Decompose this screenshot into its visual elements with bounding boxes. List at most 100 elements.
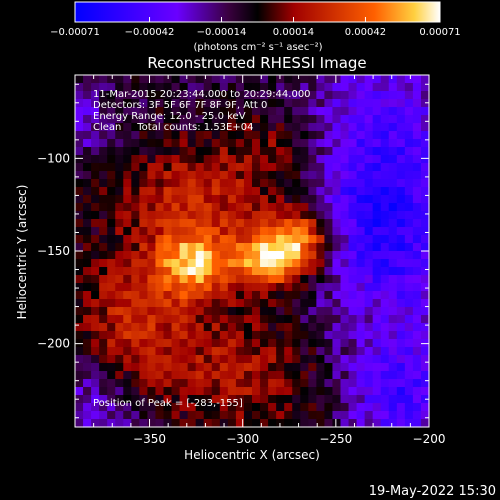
heatmap-cell	[115, 139, 124, 148]
heatmap-cell	[332, 267, 342, 276]
heatmap-cell	[83, 411, 92, 420]
heatmap-cell	[324, 323, 334, 332]
heatmap-cell	[364, 147, 374, 156]
heatmap-cell	[99, 227, 108, 236]
heatmap-cell	[292, 179, 301, 188]
heatmap-cell	[179, 371, 189, 380]
heatmap-cell	[356, 243, 366, 252]
heatmap-cell	[227, 179, 237, 188]
heatmap-cell	[364, 275, 374, 284]
heatmap-cell	[324, 179, 334, 188]
heatmap-cell	[284, 83, 293, 92]
heatmap-cell	[292, 211, 301, 220]
heatmap-cell	[348, 139, 358, 148]
heatmap-cell	[235, 155, 245, 164]
heatmap-cell	[107, 147, 116, 156]
heatmap-cell	[99, 259, 108, 268]
heatmap-cell	[107, 123, 116, 132]
heatmap-cell	[412, 363, 422, 372]
heatmap-cell	[356, 179, 366, 188]
heatmap-cell	[195, 171, 205, 180]
heatmap-cell	[260, 139, 269, 148]
heatmap-cell	[115, 75, 124, 84]
heatmap-cell	[187, 123, 197, 132]
heatmap-cell	[412, 187, 422, 196]
heatmap-cell	[260, 115, 269, 124]
heatmap-cell	[412, 91, 422, 100]
heatmap-cell	[412, 275, 422, 284]
heatmap-cell	[268, 195, 277, 204]
heatmap-cell	[348, 379, 358, 388]
heatmap-cell	[356, 91, 366, 100]
heatmap-cell	[99, 355, 108, 364]
heatmap-cell	[139, 419, 149, 428]
heatmap-cell	[163, 83, 173, 92]
heatmap-cell	[300, 83, 309, 92]
heatmap-cell	[308, 163, 317, 172]
heatmap-cell	[83, 419, 92, 428]
heatmap-cell	[171, 227, 181, 236]
heatmap-cell	[348, 227, 358, 236]
y-tick-label: −100	[37, 151, 70, 165]
heatmap-cell	[252, 291, 261, 300]
heatmap-cell	[91, 403, 100, 412]
heatmap-cell	[107, 243, 116, 252]
heatmap-cell	[340, 147, 350, 156]
heatmap-cell	[292, 403, 301, 412]
heatmap-cell	[332, 291, 342, 300]
heatmap-cell	[268, 235, 277, 244]
heatmap-cell	[107, 139, 116, 148]
heatmap-cell	[284, 371, 293, 380]
heatmap-cell	[171, 251, 181, 260]
heatmap-cell	[235, 123, 245, 132]
heatmap-cell	[284, 75, 293, 84]
heatmap-cell	[380, 139, 390, 148]
heatmap-cell	[420, 107, 430, 116]
heatmap-cell	[203, 243, 213, 252]
heatmap-cell	[83, 267, 92, 276]
heatmap-cell	[380, 395, 390, 404]
heatmap-cell	[324, 267, 334, 276]
heatmap-cell	[252, 235, 261, 244]
heatmap-cell	[99, 419, 108, 428]
heatmap-cell	[420, 131, 430, 140]
heatmap-cell	[219, 387, 229, 396]
heatmap-cell	[412, 219, 422, 228]
heatmap-cell	[163, 155, 173, 164]
heatmap-cell	[187, 387, 197, 396]
heatmap-cell	[99, 219, 108, 228]
heatmap-cell	[211, 227, 221, 236]
heatmap-cell	[300, 147, 309, 156]
heatmap-cell	[115, 323, 124, 332]
heatmap-cell	[211, 179, 221, 188]
heatmap-cell	[356, 83, 366, 92]
heatmap-cell	[276, 171, 285, 180]
heatmap-cell	[155, 243, 165, 252]
heatmap-cell	[155, 331, 165, 340]
heatmap-cell	[316, 123, 326, 132]
heatmap-cell	[155, 371, 165, 380]
heatmap-cell	[83, 91, 92, 100]
heatmap-cell	[404, 363, 414, 372]
heatmap-cell	[292, 379, 301, 388]
heatmap-cell	[75, 219, 84, 228]
heatmap-cell	[364, 211, 374, 220]
heatmap-cell	[123, 419, 132, 428]
heatmap-cell	[243, 235, 253, 244]
heatmap-cell	[412, 283, 422, 292]
heatmap-cell	[203, 419, 213, 428]
heatmap-cell	[252, 123, 261, 132]
heatmap-cell	[227, 115, 237, 124]
heatmap-cell	[187, 219, 197, 228]
heatmap-cell	[147, 195, 157, 204]
heatmap-cell	[268, 419, 277, 428]
heatmap-cell	[260, 387, 269, 396]
heatmap-cell	[356, 187, 366, 196]
heatmap-cell	[83, 147, 92, 156]
heatmap-cell	[300, 171, 309, 180]
heatmap-cell	[324, 75, 334, 84]
heatmap-cell	[163, 75, 173, 84]
heatmap-cell	[364, 235, 374, 244]
heatmap-cell	[107, 155, 116, 164]
heatmap-cell	[340, 107, 350, 116]
